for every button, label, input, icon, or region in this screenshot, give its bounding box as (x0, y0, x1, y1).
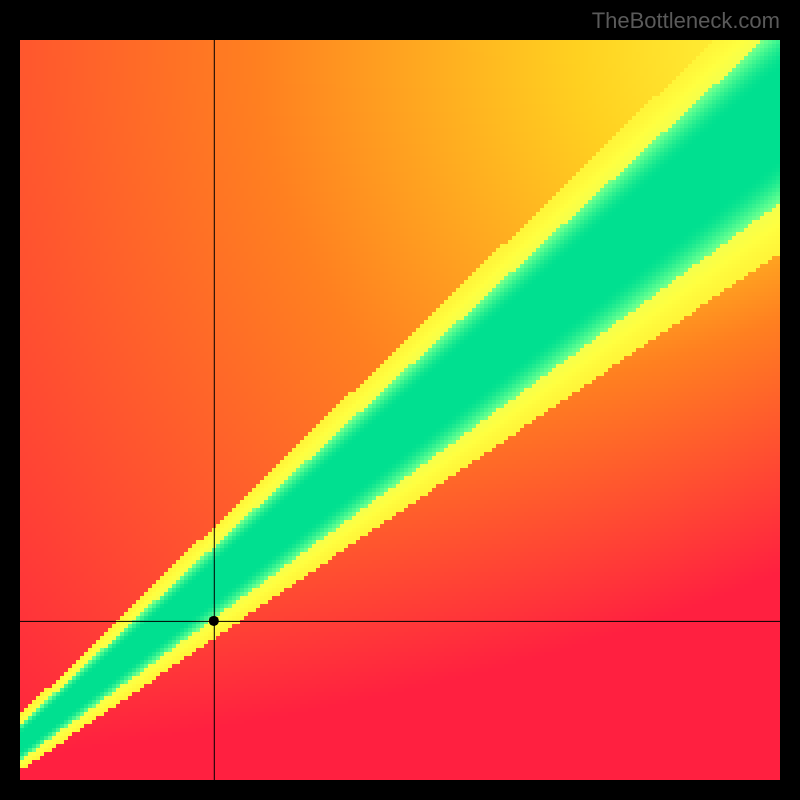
watermark-text: TheBottleneck.com (592, 8, 780, 34)
heatmap-plot (20, 40, 780, 780)
chart-container: TheBottleneck.com (0, 0, 800, 800)
heatmap-canvas (20, 40, 780, 780)
